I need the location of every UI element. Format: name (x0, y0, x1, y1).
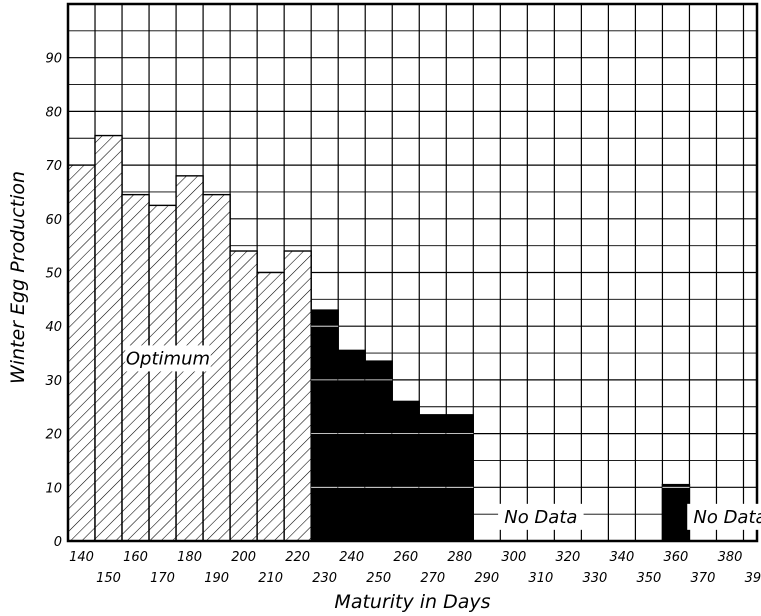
bar-hatched (256, 271, 285, 542)
x-tick-label-lower: 290 (474, 571, 499, 586)
bar-solid (445, 414, 474, 542)
x-tick-label-lower: 270 (420, 571, 445, 586)
x-tick-label-upper: 260 (393, 550, 418, 565)
x-tick-label-lower: 250 (366, 571, 391, 586)
annotation-label: No Data (693, 507, 761, 528)
x-tick-label-upper: 360 (664, 550, 689, 565)
x-tick-label-upper: 200 (231, 550, 256, 565)
y-tick-label: 20 (45, 428, 62, 443)
annotation-label: No Data (504, 507, 577, 528)
annotation-label: Optimum (126, 348, 210, 369)
y-tick-label: 30 (45, 374, 62, 389)
x-tick-label-lower: 310 (528, 571, 553, 586)
bar-hatched (283, 250, 312, 542)
y-tick-label: 40 (45, 320, 62, 335)
x-tick-label-lower: 330 (582, 571, 607, 586)
bar-solid (337, 349, 366, 542)
x-tick-label-lower: 390 (745, 571, 761, 586)
annotations: Optimum No Data No Data (125, 345, 761, 530)
x-tick-label-lower: 350 (637, 571, 662, 586)
x-tick-label-upper: 380 (718, 550, 743, 565)
bar-solid (661, 483, 691, 542)
x-tick-label-lower: 190 (204, 571, 229, 586)
bar-solid (391, 400, 420, 542)
x-tick-label-lower: 150 (96, 571, 121, 586)
bar-solid (364, 360, 393, 542)
x-tick-label-upper: 340 (609, 550, 634, 565)
x-tick-label-upper: 280 (447, 550, 472, 565)
y-tick-label: 0 (54, 535, 62, 550)
x-tick-label-upper: 300 (501, 550, 526, 565)
y-tick-label: 70 (45, 159, 62, 174)
x-tick-label-lower: 210 (258, 571, 283, 586)
x-axis-title: Maturity in Days (334, 591, 490, 613)
y-tick-label: 90 (45, 52, 62, 67)
x-tick-label-upper: 140 (69, 550, 94, 565)
bar-hatched (67, 164, 96, 542)
y-tick-label: 80 (45, 105, 62, 120)
bar-hatched (229, 250, 258, 542)
bar-solid (310, 309, 339, 542)
tick-labels: 140 160 180 200 220 240 260 280 300 320 340 360 3801… (45, 52, 761, 586)
y-tick-label: 50 (45, 267, 62, 282)
bars (67, 134, 691, 542)
annotation-box (125, 345, 211, 372)
x-tick-label-upper: 160 (123, 550, 148, 565)
x-tick-label-upper: 320 (555, 550, 580, 565)
bar-hatched (94, 134, 123, 542)
bar-hatched (148, 204, 177, 542)
x-tick-label-upper: 240 (339, 550, 364, 565)
x-tick-label-lower: 170 (150, 571, 175, 586)
x-tick-label-upper: 220 (285, 550, 310, 565)
y-tick-label: 10 (45, 481, 62, 496)
annotation-box (498, 503, 584, 530)
x-tick-label-lower: 370 (691, 571, 716, 586)
y-tick-label: 60 (45, 213, 62, 228)
plot-frame (66, 2, 759, 543)
x-tick-label-lower: 230 (312, 571, 337, 586)
y-axis-title: Winter Egg Production (7, 171, 29, 384)
x-tick-label-upper: 180 (177, 550, 202, 565)
annotation-box (687, 503, 761, 530)
